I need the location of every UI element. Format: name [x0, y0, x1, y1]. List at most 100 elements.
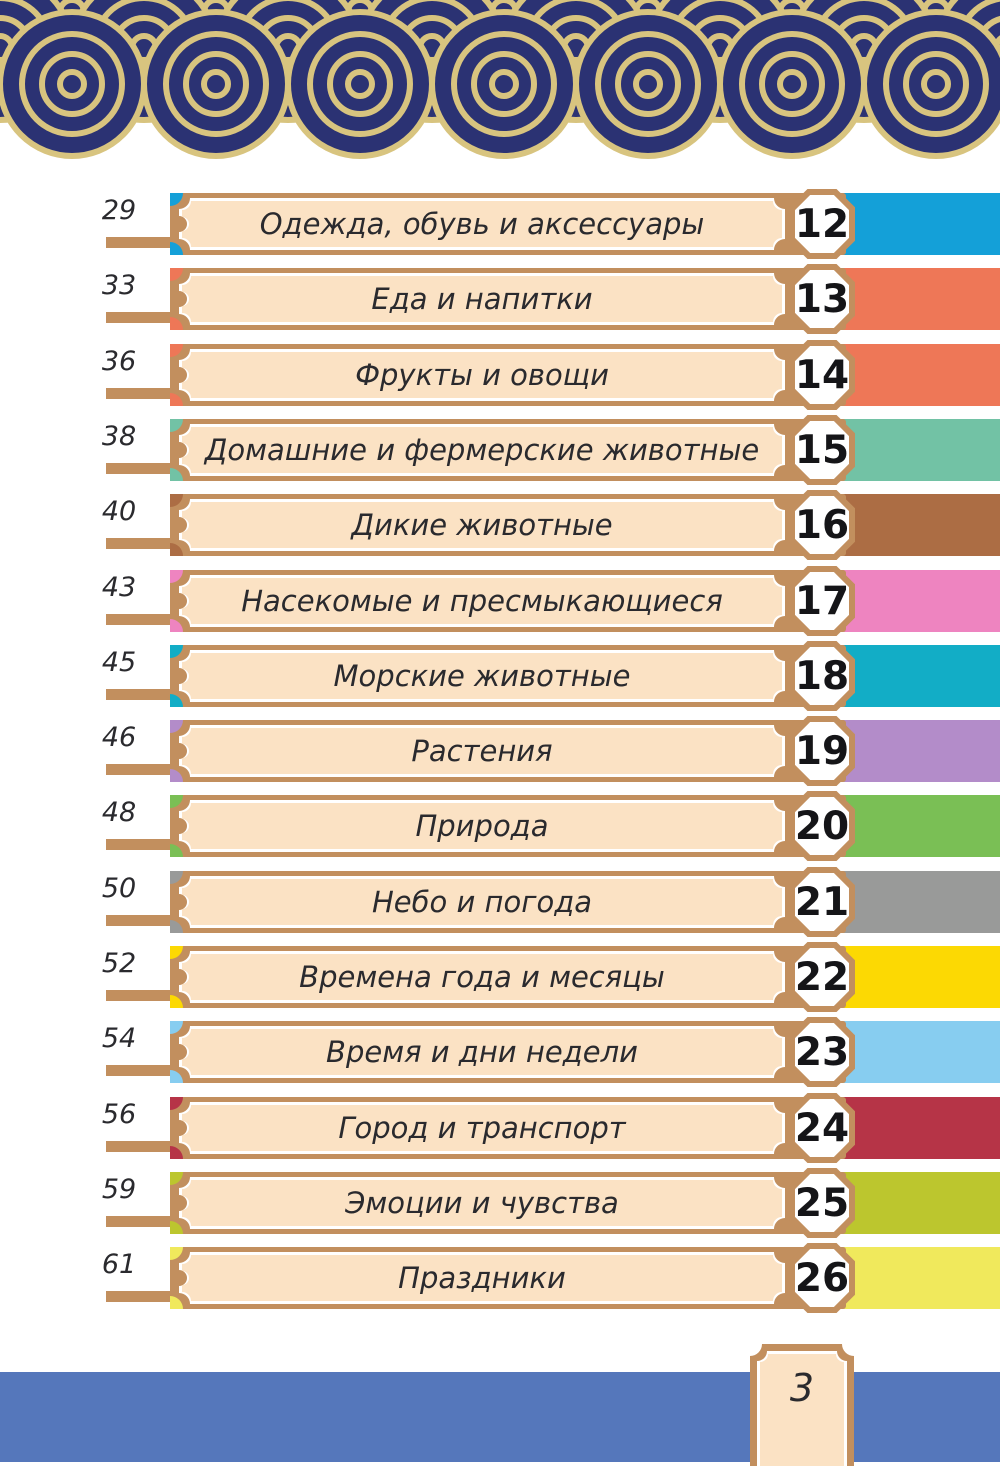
chapter-number-badge: 18 [789, 641, 855, 711]
chapter-link-banner[interactable]: Времена года и месяцы 22 [170, 942, 855, 1012]
leader-line [106, 764, 180, 775]
badge-face: 14 [795, 346, 849, 404]
leader-line [106, 538, 180, 549]
chapter-title: Небо и погода [371, 885, 593, 919]
chapter-number: 20 [794, 803, 850, 849]
chapter-link-banner[interactable]: Домашние и фермерские животные 15 [170, 415, 855, 485]
chapter-number: 14 [794, 352, 850, 398]
chapter-title: Насекомые и пресмыкающиеся [241, 584, 723, 618]
chapter-number-badge: 25 [789, 1168, 855, 1238]
target-page-number: 40 [101, 496, 137, 527]
corner-notch-top [170, 946, 183, 959]
chapter-title: Эмоции и чувства [345, 1186, 619, 1220]
leader-line [106, 614, 180, 625]
badge-face: 17 [795, 572, 849, 630]
toc-list: 29 Одежда, обувь и аксессуары 12 33 [0, 189, 1000, 1313]
chapter-link-banner[interactable]: Праздники 26 [170, 1243, 855, 1313]
badge-face: 18 [795, 647, 849, 705]
banner-outline: Дикие животные [179, 499, 785, 551]
chapter-link-banner[interactable]: Природа 20 [170, 791, 855, 861]
chapter-number-badge: 21 [789, 867, 855, 937]
chapter-number-badge: 15 [789, 415, 855, 485]
corner-notch-bottom [170, 1070, 183, 1083]
chapter-number: 12 [794, 201, 850, 247]
chapter-number-badge: 22 [789, 942, 855, 1012]
chapter-link-banner[interactable]: Эмоции и чувства 25 [170, 1168, 855, 1238]
chapter-link-banner[interactable]: Город и транспорт 24 [170, 1093, 855, 1163]
target-page-number: 33 [101, 270, 137, 301]
current-page-number: 3 [789, 1366, 815, 1410]
chapter-number-badge: 14 [789, 340, 855, 410]
corner-notch-top [170, 871, 183, 884]
corner-notch-bottom [170, 844, 183, 857]
badge-face: 16 [795, 496, 849, 554]
corner-notch-bottom [170, 1221, 183, 1234]
badge-face: 23 [795, 1023, 849, 1081]
chapter-title: Еда и напитки [371, 282, 593, 316]
chapter-title: Морские животные [333, 659, 631, 693]
chapter-number: 24 [794, 1105, 850, 1151]
chapter-number: 17 [794, 578, 850, 624]
banner-outline: Еда и напитки [179, 273, 785, 325]
chapter-number: 23 [794, 1029, 850, 1075]
badge-face: 25 [795, 1174, 849, 1232]
target-page-number: 48 [101, 797, 137, 828]
corner-notch-bottom [170, 1296, 183, 1309]
target-page-number: 46 [101, 722, 137, 753]
corner-notch-top [170, 419, 183, 432]
chapter-link-banner[interactable]: Фрукты и овощи 14 [170, 340, 855, 410]
banner-outline: Растения [179, 725, 785, 777]
target-page-number: 43 [101, 572, 137, 603]
chapter-number-badge: 16 [789, 490, 855, 560]
plaque-outline: 3 [757, 1351, 847, 1466]
chapter-number: 16 [794, 502, 850, 548]
corner-notch-top [170, 268, 183, 281]
chapter-link-banner[interactable]: Время и дни недели 23 [170, 1017, 855, 1087]
badge-face: 13 [795, 270, 849, 328]
banner-face: Небо и погода [182, 879, 782, 925]
chapter-title: Время и дни недели [326, 1035, 638, 1069]
target-page-number: 61 [101, 1249, 137, 1280]
chapter-number-badge: 12 [789, 189, 855, 259]
corner-notch-bottom [170, 543, 183, 556]
toc-row: 38 Домашние и фермерские животные 15 [0, 415, 1000, 485]
chapter-link-banner[interactable]: Одежда, обувь и аксессуары 12 [170, 189, 855, 259]
badge-face: 24 [795, 1099, 849, 1157]
banner-face: Растения [182, 728, 782, 774]
banner-face: Дикие животные [182, 502, 782, 548]
corner-notch-top [170, 570, 183, 583]
chapter-link-banner[interactable]: Небо и погода 21 [170, 867, 855, 937]
corner-notch-top [170, 193, 183, 206]
chapter-title: Дикие животные [351, 508, 613, 542]
banner-face: Домашние и фермерские животные [182, 427, 782, 473]
chapter-title: Праздники [398, 1261, 566, 1295]
banner-outline: Домашние и фермерские животные [179, 424, 785, 476]
corner-notch-top [170, 1097, 183, 1110]
chapter-link-banner[interactable]: Еда и напитки 13 [170, 264, 855, 334]
chapter-link-banner[interactable]: Растения 19 [170, 716, 855, 786]
corner-notch-bottom [170, 393, 183, 406]
target-page-number: 36 [101, 346, 137, 377]
banner-face: Времена года и месяцы [182, 954, 782, 1000]
seigaiha-wave-header [0, 0, 1000, 160]
chapter-link-banner[interactable]: Дикие животные 16 [170, 490, 855, 560]
chapter-title: Природа [415, 809, 549, 843]
leader-line [106, 689, 180, 700]
corner-notch-top [170, 795, 183, 808]
target-page-number: 29 [101, 195, 137, 226]
chapter-link-banner[interactable]: Насекомые и пресмыкающиеся 17 [170, 566, 855, 636]
leader-line [106, 1291, 180, 1302]
corner-notch-top [170, 720, 183, 733]
badge-face: 20 [795, 797, 849, 855]
leader-line [106, 237, 180, 248]
corner-notch-bottom [170, 920, 183, 933]
banner-face: Одежда, обувь и аксессуары [182, 201, 782, 247]
target-page-number: 59 [101, 1174, 137, 1205]
toc-row: 29 Одежда, обувь и аксессуары 12 [0, 189, 1000, 259]
banner-face: Эмоции и чувства [182, 1180, 782, 1226]
chapter-link-banner[interactable]: Морские животные 18 [170, 641, 855, 711]
target-page-number: 54 [101, 1023, 137, 1054]
banner-outline: Небо и погода [179, 876, 785, 928]
banner-face: Морские животные [182, 653, 782, 699]
